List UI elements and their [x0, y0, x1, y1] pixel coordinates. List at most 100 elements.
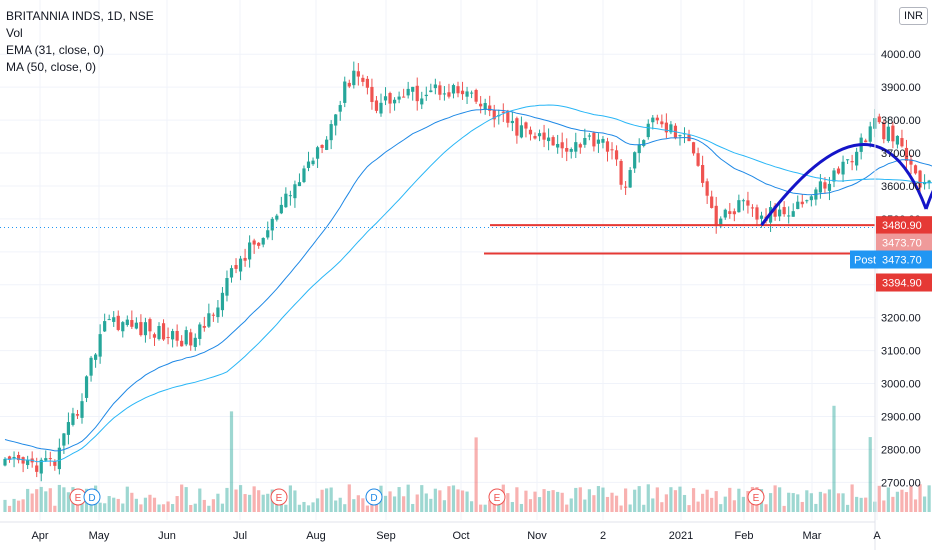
candle-body — [628, 170, 632, 188]
volume-bar — [180, 484, 184, 512]
time-tick-label: Apr — [31, 530, 48, 542]
candle-body — [909, 159, 913, 165]
candle-body — [755, 207, 759, 220]
candle-body — [107, 319, 111, 321]
candle-body — [533, 136, 537, 139]
volume-bar — [161, 504, 166, 512]
candle-body — [338, 105, 342, 112]
candle-body — [750, 207, 755, 209]
volume-bar — [904, 492, 909, 512]
volume-bar — [397, 487, 401, 512]
volume-bar — [121, 503, 125, 512]
volume-bar — [506, 493, 510, 512]
legend-ma[interactable]: MA (50, close, 0) — [6, 60, 97, 74]
price-tick-label: 2900.00 — [881, 411, 921, 423]
volume-bar — [827, 489, 832, 512]
candle-body — [714, 205, 718, 227]
volume-bar — [510, 502, 514, 512]
volume-bar — [356, 495, 360, 512]
candle-body — [696, 153, 700, 166]
candle-body — [66, 422, 71, 435]
candle-body — [578, 144, 582, 148]
volume-bar — [918, 484, 922, 512]
volume-bar — [809, 493, 813, 512]
volume-bar — [669, 487, 673, 512]
drawings[interactable] — [0, 143, 932, 255]
candle-body — [746, 200, 750, 206]
candle-body — [202, 325, 206, 328]
candle-body — [506, 110, 510, 123]
candle-body — [3, 458, 7, 466]
volume-bar — [587, 489, 591, 512]
volume-bar — [107, 496, 111, 512]
price-axis[interactable]: 2700.00 2800.00 2900.00 3000.00 3100.00 3200.… — [850, 0, 932, 550]
volume-bar — [198, 488, 202, 512]
candle-body — [429, 90, 433, 93]
ema-line — [4, 108, 932, 452]
candle-body — [778, 209, 782, 217]
candle-body — [895, 135, 900, 145]
volume-bar — [420, 485, 424, 512]
time-axis[interactable]: Apr May Jun Jul Aug Sep Oct Nov 2 2021 Feb Mar A — [0, 521, 881, 542]
candle-body — [12, 456, 16, 459]
volume-bar — [592, 495, 596, 512]
volume-bar — [166, 501, 170, 512]
volume-bar — [614, 495, 619, 512]
candle-body — [809, 196, 813, 201]
candle-body — [211, 314, 215, 316]
volume-bar — [619, 505, 623, 512]
candle-body — [583, 137, 587, 145]
candle-body — [252, 240, 256, 245]
candle-body — [737, 200, 741, 213]
volume-bar — [533, 491, 537, 512]
volume-bar — [488, 500, 492, 512]
ma-price-tag-bg — [876, 216, 932, 235]
candle-body — [524, 122, 528, 129]
candle-body — [460, 90, 465, 95]
candle-body — [216, 307, 220, 318]
candle-body — [293, 184, 297, 199]
volume-bar — [719, 504, 723, 512]
candle-body — [392, 99, 397, 104]
volume-bar — [696, 501, 700, 512]
candle-body — [759, 215, 764, 219]
volume-bar — [30, 493, 34, 512]
candle-body — [134, 322, 138, 329]
candle-body — [397, 96, 401, 100]
legend-volume[interactable]: Vol — [6, 26, 23, 40]
volume-bar — [832, 405, 836, 512]
volume-bar — [528, 499, 533, 512]
candle-body — [16, 454, 21, 461]
candle-body — [542, 132, 546, 140]
volume-bar — [519, 503, 524, 512]
legend-symbol[interactable]: BRITANNIA INDS, 1D, NSE — [6, 9, 154, 23]
volume-bar — [664, 494, 668, 512]
volume-bar — [433, 488, 437, 512]
volume-bar — [547, 490, 551, 512]
volume-bar — [560, 492, 564, 512]
grid — [0, 0, 878, 520]
candle-body — [370, 86, 374, 102]
volume-bar — [891, 496, 895, 512]
candle-body — [705, 181, 709, 196]
volume-bar — [922, 496, 927, 512]
candle-body — [75, 414, 80, 416]
candle-body — [678, 135, 682, 137]
legend-ema[interactable]: EMA (31, close, 0) — [6, 43, 105, 57]
volume-bar — [320, 489, 324, 512]
volume-bar — [365, 505, 369, 512]
currency-button[interactable]: INR — [899, 7, 928, 25]
candle-body — [207, 313, 211, 327]
volume-bar — [610, 492, 614, 512]
candle-body — [152, 334, 157, 338]
volume-bar — [741, 496, 745, 512]
candle-body — [198, 324, 202, 339]
candle-body — [48, 458, 52, 460]
candle-body — [343, 81, 347, 103]
candle-body — [139, 322, 143, 336]
volume-bar — [913, 499, 918, 512]
candle-body — [732, 211, 736, 215]
